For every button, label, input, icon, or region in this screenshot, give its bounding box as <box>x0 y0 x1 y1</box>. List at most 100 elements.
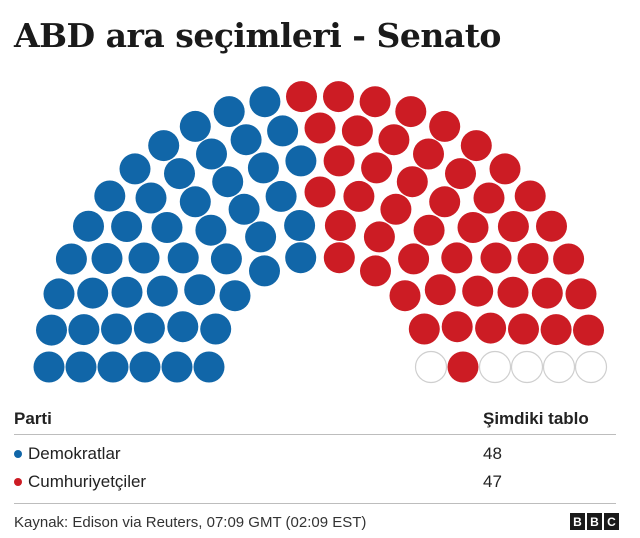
seat-democrat <box>179 186 211 218</box>
seat-republican <box>540 314 572 346</box>
seat-republican <box>531 277 563 309</box>
seat-democrat <box>245 221 277 253</box>
seat-democrat <box>111 211 143 242</box>
chart-title: ABD ara seçimleri - Senato <box>14 16 501 55</box>
seat-republican <box>323 145 355 177</box>
seat-democrat <box>68 314 100 346</box>
seat-republican <box>395 96 427 128</box>
seat-republican <box>441 242 473 274</box>
republican-label: Cumhuriyetçiler <box>28 472 147 491</box>
seat-republican <box>429 110 461 142</box>
seat-democrat <box>196 138 227 170</box>
seat-republican <box>514 180 546 212</box>
seat-democrat <box>200 313 232 345</box>
seat-democrat <box>65 351 97 383</box>
seat-republican <box>573 314 604 346</box>
democrat-legend-dot <box>14 450 22 458</box>
seat-undecided <box>542 350 576 384</box>
seat-undecided <box>510 350 544 384</box>
seat-democrat <box>91 243 123 274</box>
seat-democrat <box>133 312 165 344</box>
seat-democrat <box>135 182 167 214</box>
seat-republican <box>323 81 354 113</box>
bbc-logo: B B C <box>570 513 619 530</box>
seat-democrat <box>228 193 260 225</box>
seat-democrat <box>146 275 178 307</box>
seat-republican <box>517 243 549 274</box>
seat-democrat <box>179 110 211 142</box>
seat-republican <box>304 176 336 208</box>
seat-republican <box>343 180 375 212</box>
seat-republican <box>413 138 444 170</box>
seat-democrat <box>285 145 317 177</box>
seat-republican <box>553 243 585 275</box>
seat-republican <box>475 312 507 344</box>
bbc-logo-letter: B <box>587 513 602 530</box>
seat-republican <box>497 211 529 242</box>
seat-republican <box>396 166 428 198</box>
seat-republican <box>445 158 476 190</box>
seat-republican <box>473 182 505 214</box>
table-header-party: Parti <box>14 409 52 428</box>
hemicycle-chart <box>33 81 608 384</box>
seat-democrat <box>247 152 279 184</box>
bbc-logo-letter: C <box>604 513 619 530</box>
seat-republican <box>457 212 489 243</box>
seat-democrat <box>119 153 151 185</box>
seat-democrat <box>43 278 75 310</box>
seat-republican <box>462 275 494 307</box>
seat-republican <box>360 255 391 287</box>
seat-republican <box>398 243 430 275</box>
seat-democrat <box>284 210 316 241</box>
seat-republican <box>489 153 521 185</box>
seat-democrat <box>151 212 183 243</box>
seat-democrat <box>213 96 245 128</box>
seat-democrat <box>77 277 109 309</box>
seat-republican <box>363 221 395 253</box>
seat-democrat <box>167 242 199 274</box>
seat-republican <box>378 124 410 156</box>
seat-undecided <box>478 350 512 384</box>
bbc-logo-letter: B <box>570 513 585 530</box>
seat-democrat <box>161 351 193 383</box>
republican-legend-dot <box>14 478 22 486</box>
seat-republican <box>341 115 373 147</box>
seat-republican <box>460 130 492 162</box>
footer-divider <box>14 503 616 504</box>
seat-democrat <box>111 276 143 308</box>
seat-republican <box>304 112 336 144</box>
seat-democrat <box>249 86 281 118</box>
seat-democrat <box>73 210 104 242</box>
seat-democrat <box>249 255 280 287</box>
republican-count: 47 <box>483 472 502 491</box>
seat-democrat <box>97 351 129 383</box>
seat-democrat <box>101 313 132 345</box>
seat-democrat <box>33 351 65 383</box>
seat-republican <box>497 276 529 308</box>
seat-democrat <box>129 351 161 383</box>
seat-democrat <box>267 115 299 147</box>
seat-republican <box>361 152 393 184</box>
seat-democrat <box>265 180 297 212</box>
seat-republican <box>429 186 461 218</box>
seat-republican <box>508 313 539 345</box>
seat-democrat <box>36 314 67 346</box>
seat-republican <box>323 242 355 274</box>
seat-democrat <box>219 280 251 312</box>
seat-democrat <box>193 351 225 383</box>
table-divider <box>14 434 616 435</box>
seat-republican <box>359 86 391 118</box>
seat-democrat <box>184 274 216 306</box>
seat-democrat <box>210 243 242 275</box>
seat-republican <box>480 242 512 274</box>
seat-republican <box>286 81 317 113</box>
seat-democrat <box>167 311 199 343</box>
seat-republican <box>413 214 445 246</box>
seat-republican <box>389 280 421 312</box>
seat-republican <box>424 274 456 306</box>
seat-republican <box>324 210 356 241</box>
seat-democrat <box>195 214 227 246</box>
seat-democrat <box>230 124 262 156</box>
seat-republican <box>565 278 597 310</box>
seat-democrat <box>148 130 180 162</box>
